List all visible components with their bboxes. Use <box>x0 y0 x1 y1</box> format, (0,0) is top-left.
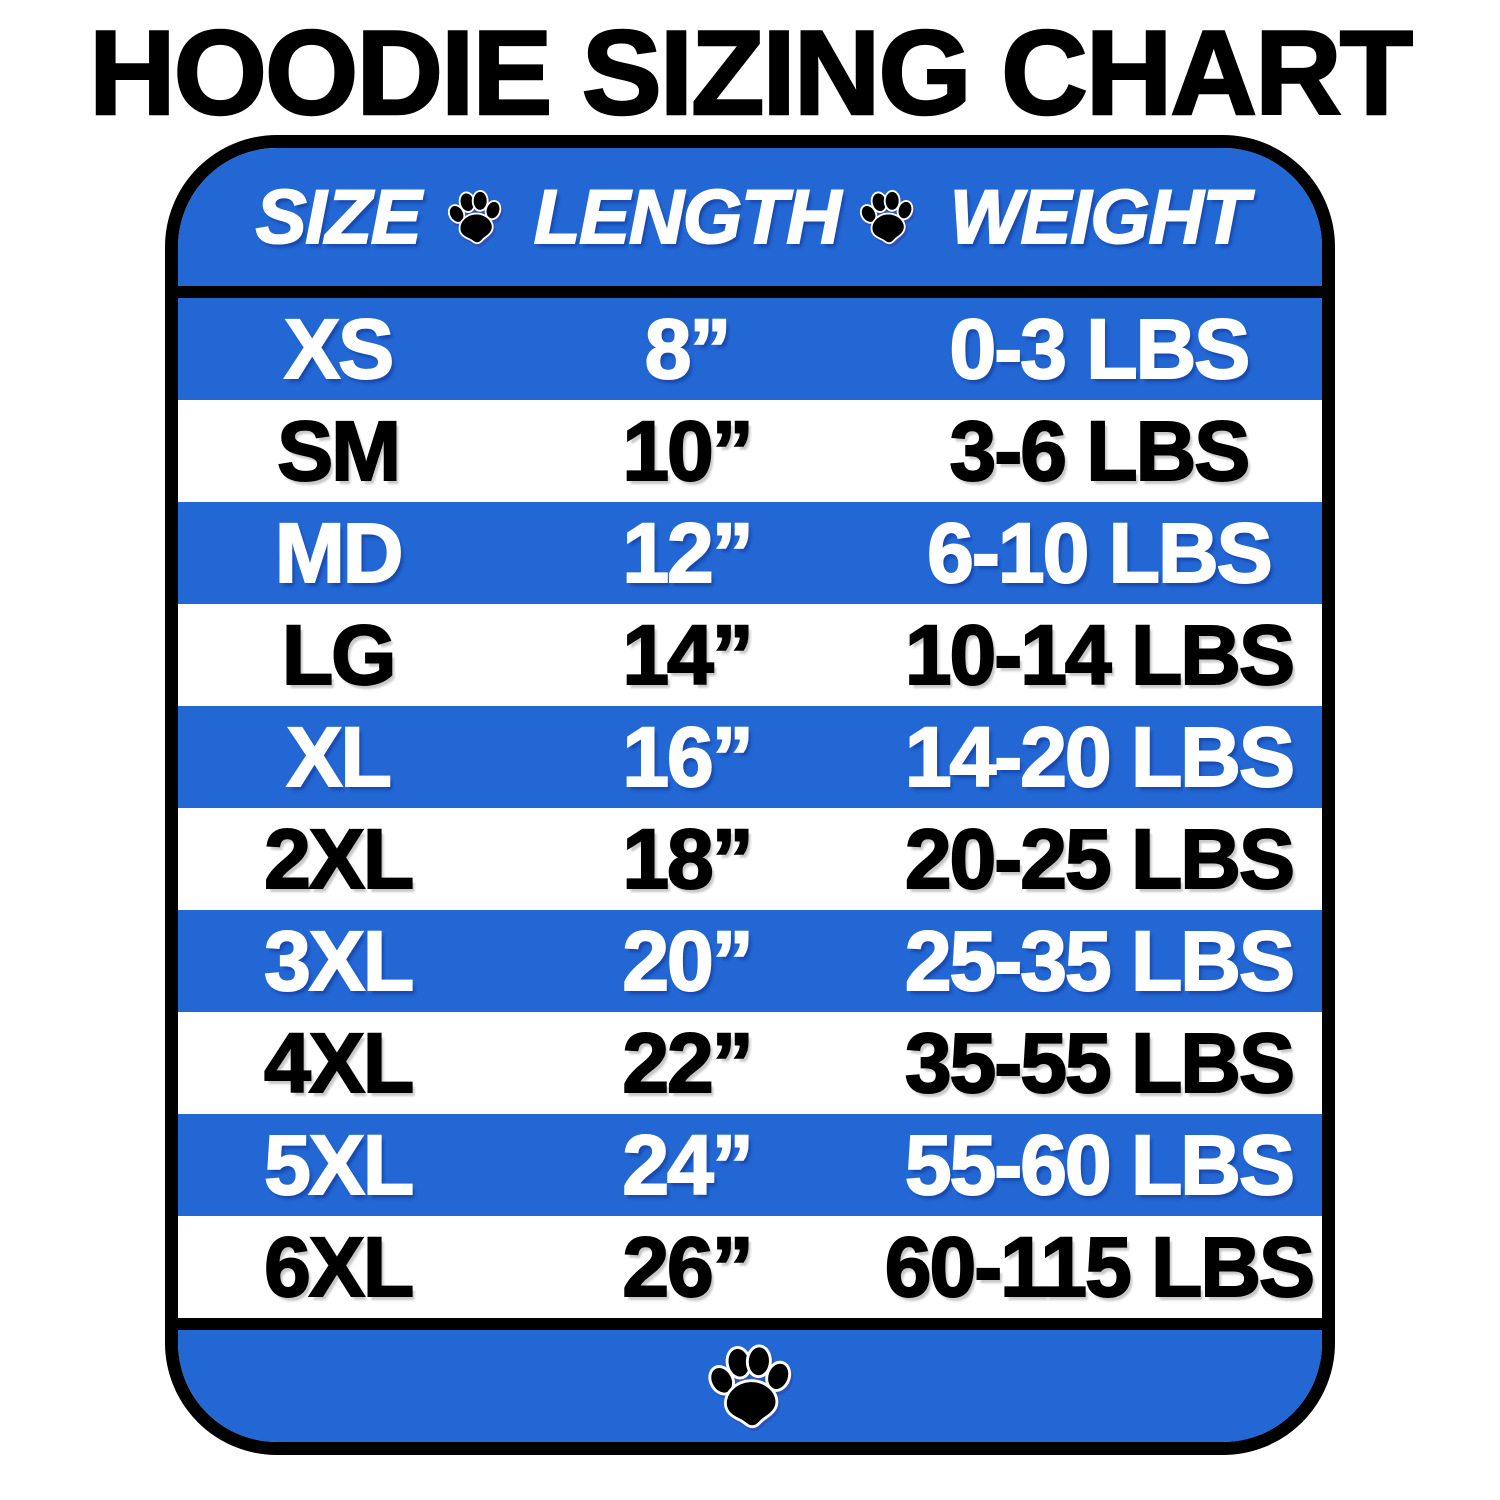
table-row: 3XL 20” 25-35 LBS <box>178 910 1322 1012</box>
table-header: SIZE LENGTH WEIGHT <box>178 148 1322 298</box>
table-body: XS 8” 0-3 LBS SM 10” 3-6 LBS MD 12” 6-10… <box>178 298 1322 1318</box>
length-cell: 14” <box>621 608 754 702</box>
weight-cell: 55-60 LBS <box>904 1118 1296 1212</box>
length-cell: 12” <box>621 506 754 600</box>
size-cell: MD <box>274 506 405 600</box>
weight-cell: 20-25 LBS <box>904 812 1296 906</box>
weight-cell: 10-14 LBS <box>904 608 1296 702</box>
table-row: 6XL 26” 60-115 LBS <box>178 1216 1322 1318</box>
size-cell: 3XL <box>263 914 415 1008</box>
weight-cell: 14-20 LBS <box>904 710 1296 804</box>
size-cell: XL <box>285 710 392 804</box>
size-cell: SM <box>276 404 402 498</box>
paw-icon <box>708 1344 792 1429</box>
table-row: XS 8” 0-3 LBS <box>178 298 1322 400</box>
page-title: HOODIE SIZING CHART <box>88 6 1415 140</box>
size-cell: 6XL <box>263 1220 415 1314</box>
length-cell: 18” <box>621 812 754 906</box>
length-cell: 16” <box>621 710 754 804</box>
table-row: XL 16” 14-20 LBS <box>178 706 1322 808</box>
table-row: 5XL 24” 55-60 LBS <box>178 1114 1322 1216</box>
size-cell: 4XL <box>263 1016 415 1110</box>
length-cell: 22” <box>621 1016 754 1110</box>
weight-cell: 6-10 LBS <box>926 506 1273 600</box>
column-header-length: LENGTH <box>533 174 842 261</box>
length-cell: 26” <box>621 1220 754 1314</box>
weight-cell: 0-3 LBS <box>949 302 1252 396</box>
table-row: 4XL 22” 35-55 LBS <box>178 1012 1322 1114</box>
paw-icon <box>448 190 502 245</box>
weight-cell: 35-55 LBS <box>904 1016 1296 1110</box>
weight-cell: 3-6 LBS <box>949 404 1252 498</box>
weight-cell: 25-35 LBS <box>904 914 1296 1008</box>
table-row: SM 10” 3-6 LBS <box>178 400 1322 502</box>
size-cell: 5XL <box>263 1118 415 1212</box>
length-cell: 20” <box>621 914 754 1008</box>
table-row: 2XL 18” 20-25 LBS <box>178 808 1322 910</box>
size-cell: XS <box>283 302 395 396</box>
paw-icon <box>860 190 914 245</box>
length-cell: 8” <box>644 302 733 396</box>
column-header-size: SIZE <box>255 174 423 261</box>
length-cell: 24” <box>621 1118 754 1212</box>
size-cell: LG <box>281 608 398 702</box>
column-header-weight: WEIGHT <box>949 174 1250 261</box>
weight-cell: 60-115 LBS <box>884 1220 1316 1314</box>
table-row: MD 12” 6-10 LBS <box>178 502 1322 604</box>
length-cell: 10” <box>621 404 754 498</box>
sizing-chart-card: SIZE LENGTH WEIGHT <box>165 135 1335 1455</box>
size-cell: 2XL <box>263 812 415 906</box>
card-footer <box>178 1318 1322 1442</box>
table-row: LG 14” 10-14 LBS <box>178 604 1322 706</box>
